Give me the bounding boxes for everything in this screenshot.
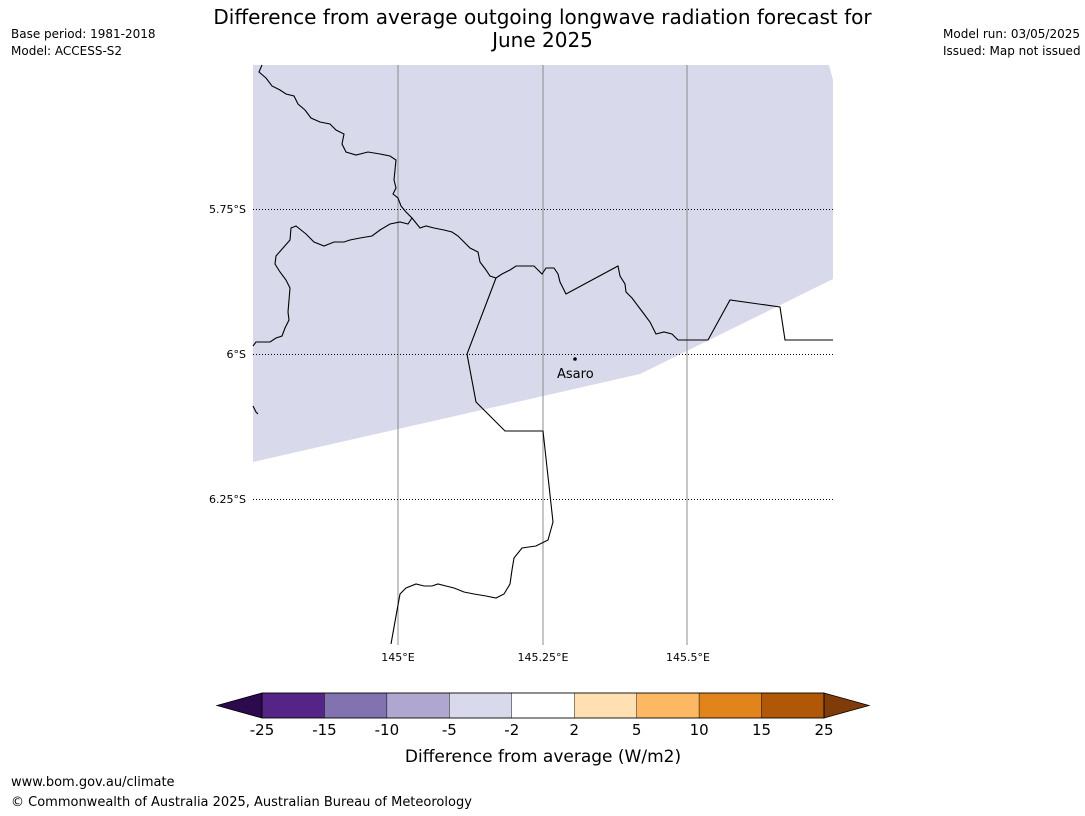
colorbar-tick-label: 10 — [690, 721, 709, 739]
title-line-2: June 2025 — [492, 28, 593, 52]
colorbar-tick-label: -5 — [442, 721, 457, 739]
title-line-1: Difference from average outgoing longwav… — [213, 5, 872, 29]
colorbar-tick-label: -10 — [375, 721, 400, 739]
colorbar-segment — [324, 692, 388, 719]
colorbar-segment — [261, 692, 325, 719]
lat-label-5-75: 5.75°S — [209, 203, 246, 216]
model-text: Model: ACCESS-S2 — [11, 44, 123, 58]
issued-text: Issued: Map not issued — [943, 44, 1081, 58]
colorbar-extend-high — [823, 692, 871, 719]
lat-label-6: 6°S — [227, 348, 246, 361]
asaro-label: Asaro — [557, 367, 594, 382]
lat-gridlines — [253, 209, 833, 500]
colorbar-tick-label: -25 — [250, 721, 275, 739]
boundary-west-stub — [252, 405, 259, 415]
colorbar-ticks: -25 -15 -10 -5 -2 2 5 10 15 25 — [250, 721, 834, 739]
colorbar-tick-label: 5 — [632, 721, 642, 739]
colorbar-extend-low — [215, 692, 263, 719]
boundary-south — [390, 277, 554, 645]
colorbar-tick-label: 15 — [752, 721, 771, 739]
lon-label-145-25: 145.25°E — [518, 651, 569, 664]
lon-label-145-5: 145.5°E — [666, 651, 710, 664]
lat-label-6-25: 6.25°S — [209, 493, 246, 506]
meta-right: Model run: 03/05/2025 Issued: Map not is… — [943, 26, 1081, 60]
colorbar-tick-label: 2 — [569, 721, 579, 739]
colorbar-tick-label: -2 — [504, 721, 519, 739]
colorbar-segment — [511, 692, 575, 719]
colorbar-tick-label: -15 — [312, 721, 337, 739]
colorbar-segment — [574, 692, 637, 719]
base-period-text: Base period: 1981-2018 — [11, 27, 156, 41]
footer-copyright: © Commonwealth of Australia 2025, Austra… — [11, 795, 472, 810]
colorbar-segment — [449, 692, 512, 719]
colorbar-segments — [261, 692, 825, 719]
lon-label-145: 145°E — [381, 651, 414, 664]
colorbar: -25 -15 -10 -5 -2 2 5 10 15 25 Difference from av… — [215, 692, 871, 767]
boundary-central — [411, 217, 833, 341]
colorbar-outline — [261, 692, 825, 719]
footer-url: www.bom.gov.au/climate — [11, 775, 175, 790]
colorbar-segment — [386, 692, 450, 719]
colorbar-tick-label: 25 — [814, 721, 833, 739]
colorbar-label: Difference from average (W/m2) — [405, 747, 681, 767]
map-title: Difference from average outgoing longwav… — [190, 6, 895, 52]
boundary-northwest — [252, 64, 413, 347]
colorbar-segment — [698, 692, 762, 719]
province-boundaries — [252, 64, 833, 645]
colorbar-segment — [761, 692, 825, 719]
meta-left: Base period: 1981-2018 Model: ACCESS-S2 — [11, 26, 156, 60]
model-run-text: Model run: 03/05/2025 — [943, 27, 1081, 41]
colorbar-segment — [636, 692, 700, 719]
asaro-marker — [573, 357, 577, 361]
